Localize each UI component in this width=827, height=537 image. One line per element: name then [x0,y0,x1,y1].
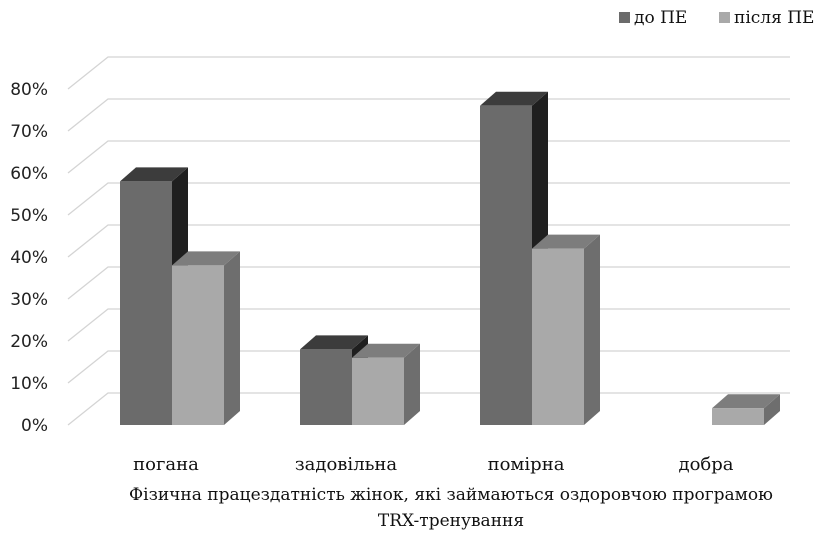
bar-side-face [584,234,600,425]
legend-label: до ПЕ [634,8,687,28]
y-tick-label: 70% [10,122,48,142]
x-category-label: задовільна [295,454,398,475]
y-tick-label: 20% [10,332,48,352]
legend-swatch [619,12,630,23]
bar-front-face [172,265,224,425]
gridline [67,224,790,258]
x-category-label: погана [133,454,199,475]
x-category-label: помірна [488,454,565,475]
legend: до ПЕ після ПЕ [619,8,814,28]
bar-side-face [764,394,780,425]
bar [352,343,420,425]
bar [712,394,780,425]
bar-top-face [712,394,780,409]
bar-front-face [712,408,764,425]
x-axis-title-line: TRX-тренування [378,511,524,531]
gridline [67,182,790,216]
gridlines [67,56,790,426]
bar-side-face [404,343,420,425]
y-tick-label: 50% [10,206,48,226]
bar [172,251,240,425]
legend-item: після ПЕ [719,8,814,28]
x-category-label: добра [678,454,733,475]
bar-side-face [224,251,240,425]
y-axis-tick-labels: 0% 10% 20% 30% 40% 50% 60% 70% 80% [10,80,48,436]
y-tick-label: 60% [10,164,48,184]
x-axis-category-labels: погана задовільна помірна добра [133,454,734,475]
gridline [67,56,790,90]
gridline [67,140,790,174]
legend-swatch [719,12,730,23]
y-tick-label: 40% [10,248,48,268]
bars [120,91,780,426]
bar-top-face [480,91,548,106]
bar-front-face [120,181,172,425]
y-tick-label: 30% [10,290,48,310]
bar-top-face [172,251,240,266]
bar-front-face [480,105,532,426]
legend-label: після ПЕ [734,8,814,28]
legend-item: до ПЕ [619,8,687,28]
bar-front-face [532,248,584,425]
bar-top-face [352,343,420,358]
y-tick-label: 80% [10,80,48,100]
y-tick-label: 10% [10,374,48,394]
bar-front-face [352,357,404,425]
bar [532,234,600,425]
y-tick-label: 0% [21,416,48,436]
bar-top-face [300,335,368,350]
bar-top-face [120,167,188,182]
bar-top-face [532,234,600,249]
gridline [67,98,790,132]
x-axis-title: Фізична працездатність жінок, які займаю… [129,485,773,531]
x-axis-title-line: Фізична працездатність жінок, які займаю… [129,485,773,505]
bar-front-face [300,349,352,425]
